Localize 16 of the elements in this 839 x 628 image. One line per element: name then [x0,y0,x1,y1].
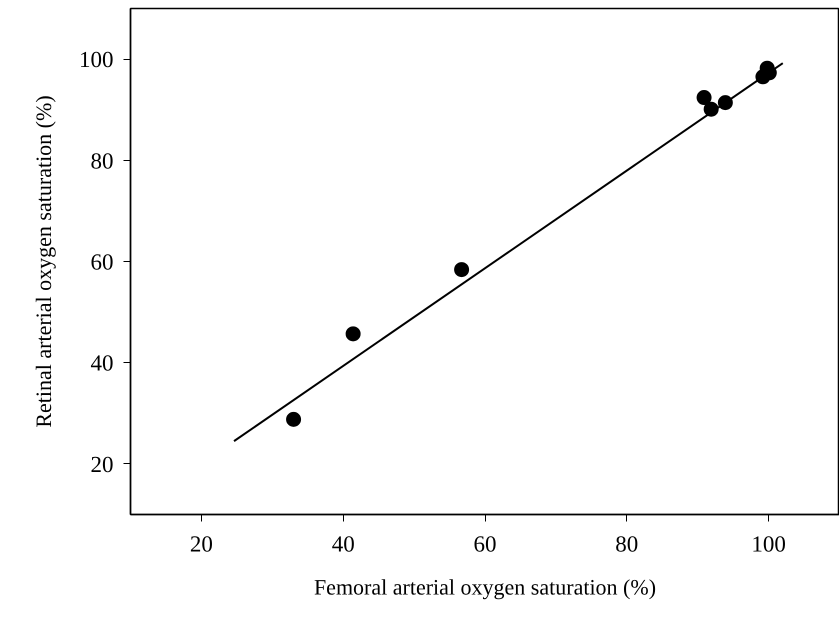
y-tick-label: 40 [90,350,114,376]
y-tick-label: 20 [90,452,114,477]
y-axis-title: Retinal arterial oxygen saturation (%) [31,95,56,428]
y-tick-label: 80 [90,148,114,174]
y-tick-label: 100 [79,47,114,72]
point [454,262,470,278]
x-tick-label: 80 [615,532,638,556]
point [346,326,361,342]
point [696,90,712,106]
x-tick-label: 60 [474,532,496,556]
x-tick-label: 20 [190,532,213,556]
x-tick-label: 40 [332,532,355,556]
x-tick-label: 100 [751,532,786,556]
x-axis-title: Femoral arterial oxygen saturation (%) [314,574,656,600]
y-tick-label: 60 [90,250,114,274]
point [286,412,302,427]
